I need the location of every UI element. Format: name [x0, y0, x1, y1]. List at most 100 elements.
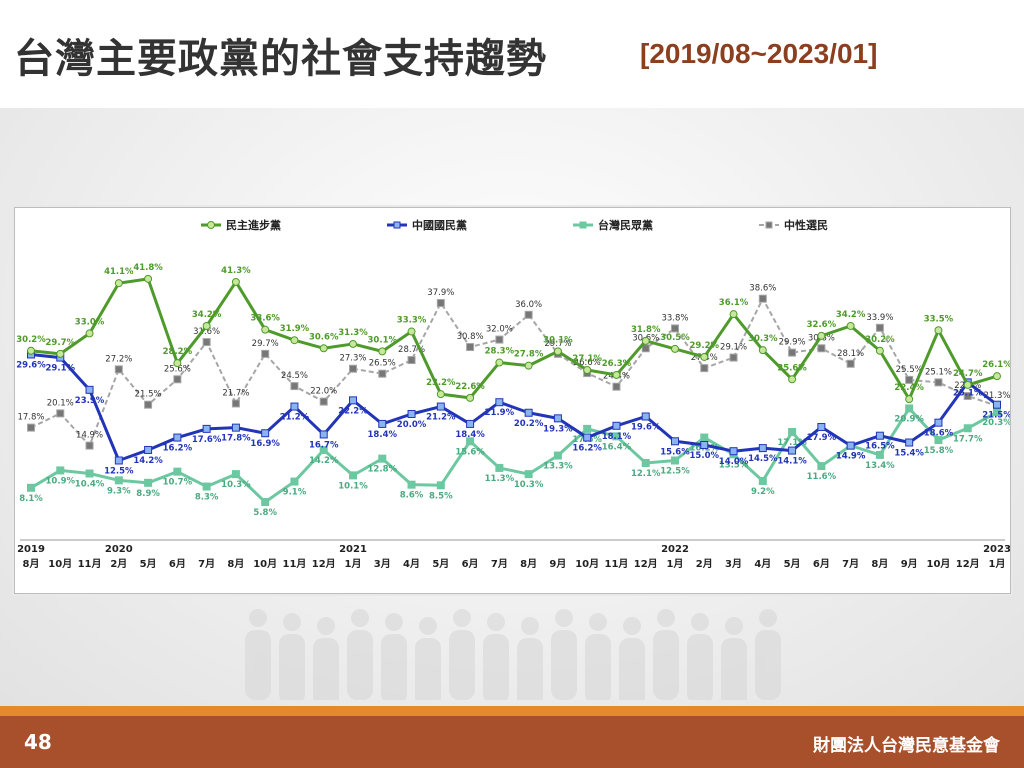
- x-axis-tick-label: 10月: [926, 558, 950, 570]
- x-axis-tick-label: 5月: [784, 558, 801, 570]
- x-axis-year-label: 2023: [983, 544, 1010, 555]
- x-axis-tick-label: 6月: [169, 558, 186, 570]
- data-point-dpp: [407, 327, 416, 336]
- legend-label: 台灣民眾黨: [598, 218, 653, 232]
- x-axis-tick-label: 10月: [48, 558, 72, 570]
- person-silhouette-body: [721, 638, 747, 700]
- data-point-dpp: [27, 346, 35, 355]
- data-point-neutral: [27, 423, 35, 432]
- data-label-tpp: 9.2%: [751, 487, 775, 497]
- data-label-tpp: 10.9%: [46, 476, 76, 486]
- data-point-kmt: [144, 445, 153, 454]
- x-axis-tick-label: 8月: [871, 558, 888, 570]
- data-label-neutral: 26.5%: [369, 359, 396, 369]
- data-point-kmt: [407, 410, 416, 418]
- data-point-neutral: [758, 294, 767, 303]
- data-label-neutral: 38.6%: [749, 284, 776, 294]
- data-point-neutral: [56, 409, 65, 418]
- data-label-dpp: 29.7%: [46, 338, 76, 348]
- data-label-tpp: 8.3%: [195, 493, 219, 503]
- data-point-kmt: [202, 424, 211, 433]
- data-label-tpp: 17.1%: [777, 438, 807, 448]
- data-label-neutral: 29.7%: [252, 339, 279, 349]
- data-point-tpp: [963, 424, 972, 433]
- data-point-tpp: [436, 481, 445, 490]
- data-label-kmt: 25.1%: [953, 388, 983, 398]
- data-point-dpp: [671, 344, 679, 353]
- data-point-neutral: [788, 348, 797, 357]
- data-point-tpp: [583, 424, 592, 433]
- data-point-dpp: [993, 372, 1001, 381]
- data-label-neutral: 28.1%: [837, 349, 864, 359]
- data-point-kmt: [758, 444, 767, 453]
- data-label-neutral: 25.1%: [925, 367, 952, 377]
- data-label-kmt: 14.0%: [719, 457, 749, 467]
- data-point-tpp: [144, 478, 153, 487]
- person-silhouette-head: [759, 609, 777, 627]
- data-label-dpp: 28.3%: [485, 347, 515, 357]
- person-silhouette-body: [313, 638, 339, 700]
- data-label-kmt: 16.2%: [163, 444, 193, 454]
- data-label-dpp: 30.3%: [748, 334, 778, 344]
- data-label-neutral: 25.5%: [896, 365, 923, 375]
- data-label-dpp: 29.2%: [690, 341, 720, 351]
- data-label-neutral: 14.9%: [76, 431, 103, 441]
- data-label-neutral: 30.8%: [457, 332, 484, 342]
- data-label-dpp: 36.1%: [719, 298, 749, 308]
- x-axis-tick-label: 8月: [520, 558, 537, 570]
- person-silhouette-body: [585, 634, 611, 700]
- data-label-dpp: 31.8%: [631, 325, 661, 335]
- data-point-neutral: [436, 299, 445, 308]
- x-axis-tick-label: 2月: [696, 558, 713, 570]
- data-label-kmt: 21.5%: [982, 411, 1010, 421]
- data-label-neutral: 33.8%: [661, 313, 688, 323]
- data-point-kmt: [524, 408, 533, 417]
- data-point-dpp: [85, 329, 94, 338]
- data-label-dpp: 24.7%: [953, 369, 983, 379]
- data-label-dpp: 34.2%: [836, 310, 866, 320]
- data-point-neutral: [407, 356, 416, 365]
- data-point-dpp: [261, 325, 270, 334]
- data-point-dpp: [202, 321, 211, 330]
- data-point-neutral: [85, 441, 94, 450]
- person-silhouette-body: [755, 630, 781, 700]
- data-label-dpp: 27.8%: [514, 350, 544, 360]
- data-label-kmt: 29.6%: [16, 360, 46, 370]
- data-label-kmt: 15.6%: [660, 447, 690, 457]
- person-silhouette-head: [283, 613, 301, 631]
- data-point-kmt: [349, 396, 357, 405]
- legend-swatch-marker: [579, 221, 587, 229]
- data-point-kmt: [290, 402, 299, 411]
- data-point-dpp: [963, 380, 972, 389]
- legend-label: 中性選民: [784, 218, 828, 232]
- data-label-kmt: 23.9%: [75, 396, 105, 406]
- data-label-neutral: 24.5%: [281, 371, 308, 381]
- data-label-tpp: 20.9%: [894, 414, 924, 424]
- data-label-neutral: 17.8%: [17, 413, 44, 423]
- x-axis-tick-label: 6月: [813, 558, 830, 570]
- data-label-dpp: 27.1%: [572, 354, 602, 364]
- legend-swatch-marker: [765, 221, 773, 229]
- data-label-dpp: 34.2%: [192, 310, 222, 320]
- data-point-dpp: [758, 346, 767, 355]
- series-line-tpp: [30, 406, 998, 504]
- x-axis-year-label: 2022: [661, 544, 689, 555]
- data-label-neutral: 21.5%: [135, 390, 162, 400]
- data-label-kmt: 14.1%: [777, 457, 807, 467]
- data-label-dpp: 33.0%: [75, 317, 105, 327]
- data-label-dpp: 41.8%: [133, 263, 163, 273]
- data-label-tpp: 10.7%: [163, 478, 193, 488]
- data-point-neutral: [144, 400, 153, 409]
- data-point-neutral: [231, 399, 240, 408]
- data-label-kmt: 14.9%: [836, 452, 866, 462]
- data-point-kmt: [436, 402, 445, 411]
- data-point-neutral: [905, 375, 914, 384]
- data-point-tpp: [671, 456, 679, 465]
- x-axis-tick-label: 1月: [667, 558, 684, 570]
- data-label-dpp: 41.3%: [221, 266, 251, 276]
- data-label-tpp: 13.5%: [719, 460, 749, 470]
- legend-swatch-marker: [393, 221, 401, 229]
- data-point-dpp: [378, 347, 387, 356]
- data-point-kmt: [817, 423, 826, 432]
- data-point-dpp: [349, 339, 357, 348]
